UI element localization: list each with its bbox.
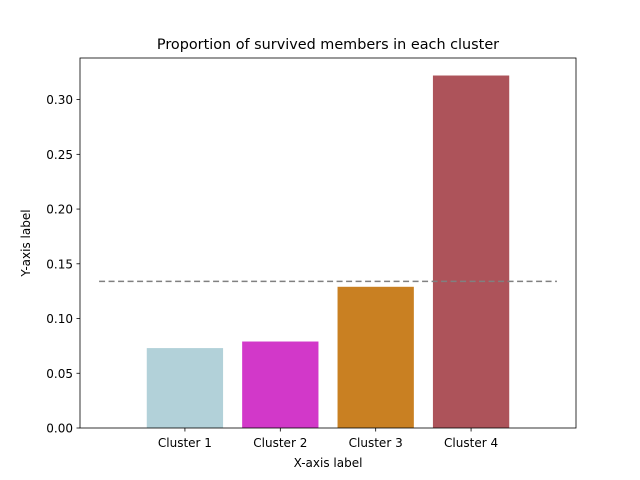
x-tick-label: Cluster 1 [158, 436, 212, 450]
x-tick-label: Cluster 2 [253, 436, 307, 450]
bar-1 [146, 348, 224, 428]
y-tick-label: 0.05 [46, 367, 73, 381]
x-axis: Cluster 1 Cluster 2 Cluster 3 Cluster 4 [158, 428, 498, 450]
y-axis-label: Y-axis label [19, 209, 33, 277]
y-tick-label: 0.15 [46, 257, 73, 271]
y-tick-label: 0.10 [46, 312, 73, 326]
bar-2 [242, 341, 319, 428]
y-axis: 0.00 0.05 0.10 0.15 0.20 0.25 0.30 [46, 93, 80, 436]
bars-group [146, 75, 510, 428]
y-tick-label: 0.20 [46, 203, 73, 217]
plot-frame [79, 57, 577, 429]
y-tick-label: 0.00 [46, 422, 73, 436]
x-axis-label: X-axis label [294, 456, 363, 470]
y-tick-label: 0.25 [46, 148, 73, 162]
bar-3 [337, 286, 414, 428]
bar-4 [432, 75, 510, 428]
chart-title: Proportion of survived members in each c… [157, 37, 499, 53]
y-tick-label: 0.30 [46, 93, 73, 107]
x-tick-label: Cluster 3 [349, 436, 403, 450]
x-tick-label: Cluster 4 [444, 436, 498, 450]
